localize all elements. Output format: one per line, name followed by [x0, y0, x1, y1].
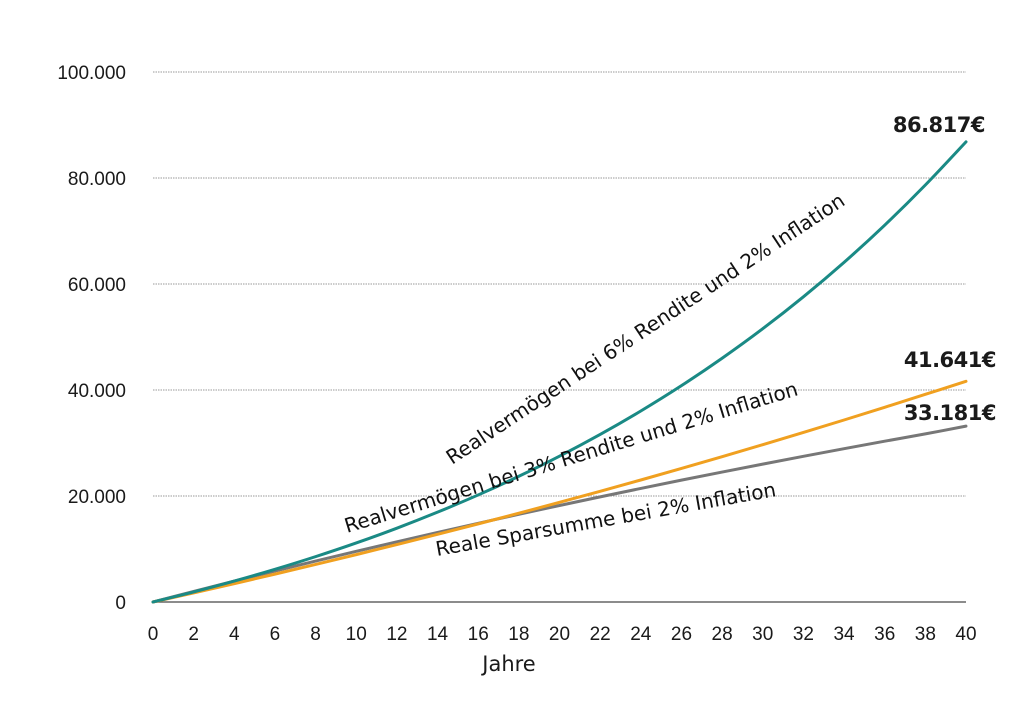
y-tick-label: 100.000 — [57, 63, 126, 84]
x-tick-label: 0 — [148, 624, 159, 645]
y-tick-label: 20.000 — [68, 487, 126, 508]
series-line — [151, 379, 968, 604]
x-tick-label: 28 — [712, 624, 733, 645]
end-label-6pct: 86.817€ — [893, 113, 985, 137]
series-lines — [151, 140, 968, 604]
x-tick-label: 36 — [874, 624, 895, 645]
x-tick-label: 14 — [427, 624, 449, 645]
x-tick-label: 2 — [188, 624, 199, 645]
y-axis-ticks: 0 20.000 40.000 60.000 80.000 100.000 — [57, 63, 126, 614]
x-tick-label: 4 — [229, 624, 240, 645]
x-tick-label: 40 — [955, 624, 976, 645]
x-tick-label: 24 — [630, 624, 652, 645]
y-tick-label: 0 — [115, 593, 126, 614]
y-tick-label: 40.000 — [68, 381, 126, 402]
x-tick-label: 16 — [468, 624, 489, 645]
x-tick-label: 26 — [671, 624, 692, 645]
x-tick-label: 8 — [310, 624, 321, 645]
series-line — [151, 424, 968, 604]
x-tick-label: 12 — [386, 624, 407, 645]
end-label-savings: 33.181€ — [904, 401, 996, 425]
x-tick-label: 20 — [549, 624, 570, 645]
x-tick-label: 6 — [270, 624, 281, 645]
x-axis-label: Jahre — [480, 652, 535, 676]
x-tick-label: 34 — [833, 624, 855, 645]
x-tick-label: 10 — [346, 624, 367, 645]
gridlines — [153, 71, 966, 497]
x-tick-label: 32 — [793, 624, 814, 645]
end-label-3pct: 41.641€ — [904, 348, 996, 372]
x-tick-label: 30 — [752, 624, 773, 645]
series-line — [151, 140, 968, 604]
x-tick-label: 18 — [508, 624, 529, 645]
x-tick-label: 22 — [590, 624, 611, 645]
y-tick-label: 60.000 — [68, 275, 126, 296]
y-tick-label: 80.000 — [68, 169, 126, 190]
x-axis-ticks: 0 2 4 6 8 10 12 14 16 18 20 22 24 26 28 30 32 34 36 38 40 — [148, 624, 977, 645]
x-tick-label: 38 — [915, 624, 936, 645]
